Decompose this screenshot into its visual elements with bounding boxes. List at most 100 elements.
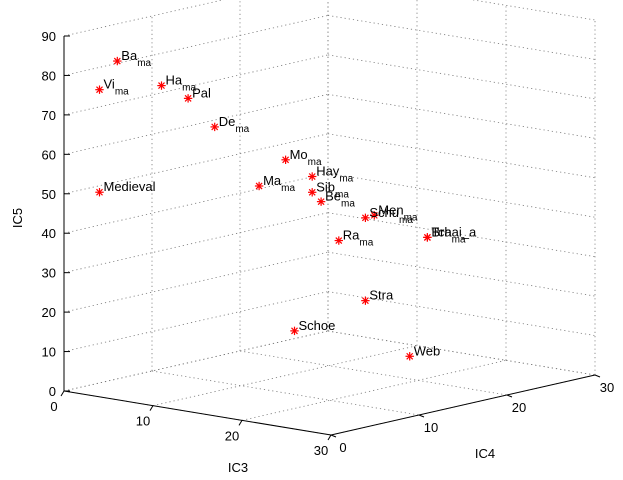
x-tick-mark: [60, 390, 65, 397]
gridline: [239, 350, 508, 396]
star-marker: [254, 181, 264, 191]
star-marker: [308, 172, 317, 181]
point-label: Vima: [104, 77, 130, 98]
point-label: Sibma: [316, 179, 349, 200]
star-marker: [95, 188, 104, 197]
data-point: Web: [405, 343, 441, 361]
z-tick-label: 10: [42, 345, 56, 360]
z-tick-label: 80: [42, 68, 56, 83]
point-label: Schoe: [299, 318, 336, 333]
point-label: Tchai_a: [431, 224, 477, 239]
star-marker: [361, 296, 370, 305]
star-marker: [281, 155, 290, 164]
data-point: Vima: [95, 77, 129, 98]
x-tick-mark: [149, 405, 154, 411]
tick-labels: 0 10 20 30 0 10 20 30 0 10 20 30 40 50 60 70 80 90: [42, 29, 615, 458]
data-point: Rama: [334, 228, 374, 249]
z-tick-label: 70: [42, 108, 56, 123]
data-point: Schuma: [361, 205, 413, 226]
axis-titles: IC3 IC4 IC5: [10, 208, 495, 475]
star-marker: [316, 197, 326, 206]
point-label: Mama: [263, 173, 295, 194]
data-point: Medieval: [95, 179, 156, 197]
gridline: [327, 15, 596, 60]
y-tick-label: 0: [339, 440, 346, 455]
gridline: [63, 330, 329, 392]
star-marker: [308, 188, 317, 197]
point-label: Brama: [431, 224, 466, 245]
x-tick-label: 20: [225, 428, 239, 443]
gridline: [151, 370, 420, 416]
x-tick-label: 30: [314, 443, 328, 458]
star-marker: [210, 122, 219, 132]
point-label: Stra: [369, 288, 394, 303]
x-tick-mark: [238, 420, 243, 426]
star-marker: [423, 233, 432, 242]
y-tick-mark: [418, 414, 425, 418]
gridline: [152, 345, 418, 407]
z-tick-label: 50: [42, 187, 56, 202]
gridline: [63, 251, 329, 313]
z-tick-label: 30: [42, 266, 56, 281]
gridline: [63, 172, 329, 234]
y-tick-label: 10: [424, 420, 438, 435]
y-axis-title: IC4: [475, 446, 495, 461]
point-label: Bama: [121, 48, 151, 69]
gridline: [327, 133, 596, 179]
z-tick-label: 60: [42, 147, 56, 162]
point-label: Moma: [290, 147, 322, 168]
data-point: Dema: [210, 114, 250, 135]
data-point: Mama: [254, 173, 295, 194]
z-tick-label: 0: [49, 384, 56, 399]
star-marker: [157, 81, 166, 90]
x-tick-mark: [327, 434, 332, 441]
gridline: [63, 291, 329, 352]
data-point: Schoe: [290, 318, 336, 336]
gridline: [63, 93, 329, 155]
point-label: Bema: [325, 189, 355, 210]
gridline: [327, 251, 596, 297]
point-label: Hama: [166, 73, 197, 94]
z-tick-label: 20: [42, 305, 56, 320]
x-tick-label: 0: [50, 399, 57, 414]
y-axis-line: [330, 374, 596, 436]
data-point: Hama: [157, 73, 196, 94]
axes: [60, 35, 601, 441]
point-label: Menma: [378, 202, 418, 223]
star-marker: [113, 56, 122, 66]
data-point: Bema: [316, 189, 355, 210]
star-marker: [183, 94, 193, 103]
z-tick-label: 40: [42, 226, 56, 241]
y-tick-label: 20: [512, 400, 526, 415]
y-tick-mark: [506, 394, 513, 398]
point-label: Hayma: [316, 164, 353, 185]
gridline: [327, 330, 596, 376]
y-tick-mark: [594, 374, 601, 378]
star-marker: [405, 352, 414, 361]
data-point: Menma: [370, 202, 418, 223]
x-tick-label: 10: [136, 414, 150, 429]
z-axis-title: IC5: [10, 208, 25, 228]
data-point: Bama: [113, 48, 152, 69]
gridline: [241, 359, 507, 421]
gridline: [327, 172, 596, 218]
data-point: Sibma: [308, 179, 349, 200]
gridline: [327, 291, 596, 336]
star-marker: [334, 236, 343, 245]
data-point: Stra: [361, 288, 394, 305]
gridline: [63, 15, 329, 76]
y-tick-label: 30: [600, 380, 614, 395]
y-tick-mark: [330, 434, 337, 438]
star-marker: [95, 85, 104, 94]
data-point: Hayma: [308, 164, 354, 185]
data-point: Pal: [183, 85, 211, 103]
gridline: [471, 0, 596, 21]
point-label: Schuma: [369, 205, 413, 226]
point-label: Web: [414, 343, 441, 358]
x-axis-line: [63, 390, 332, 436]
data-point: Moma: [281, 147, 322, 168]
gridline: [327, 93, 596, 139]
z-tick-label: 90: [42, 29, 56, 44]
